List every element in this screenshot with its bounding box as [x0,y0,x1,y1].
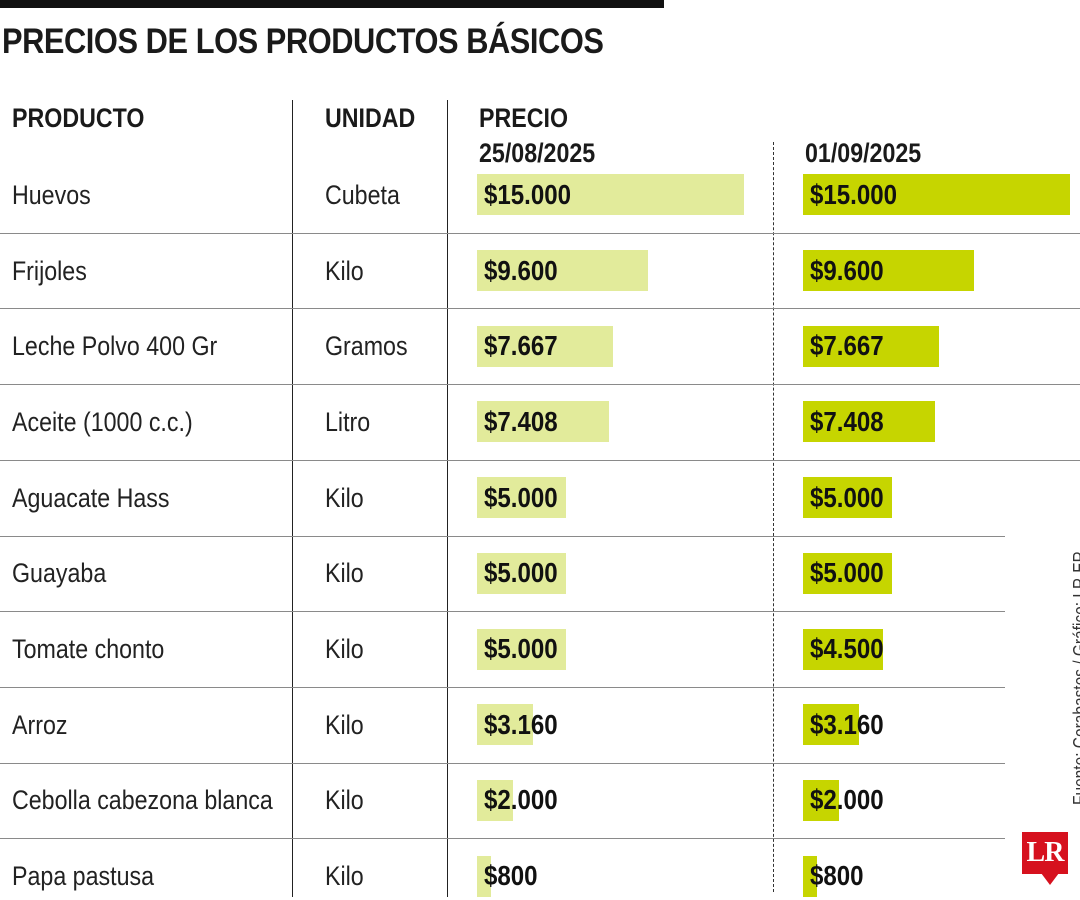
product-name: Frijoles [12,255,87,286]
price-label-1: $2.000 [484,784,558,816]
price-bar-1 [477,704,533,746]
row-divider [0,838,1005,839]
column-divider-precio [447,100,448,897]
price-label-1: $3.160 [484,708,558,740]
product-unit: Kilo [325,482,364,513]
price-bar-1 [477,779,513,821]
price-label-2: $9.600 [810,254,884,286]
price-label-1: $800 [484,860,538,892]
price-label-1: $7.408 [484,405,558,437]
price-label-2: $4.500 [810,633,884,665]
source-note: Fuente: Corabastos / Gráfico: LR-ER [1070,551,1080,805]
price-label-1: $5.000 [484,557,558,589]
row-divider [0,687,1005,688]
price-bar-2 [803,855,817,897]
header-unidad: UNIDAD [325,103,416,133]
price-label-2: $7.408 [810,405,884,437]
header-date-2: 01/09/2025 [805,138,922,168]
price-bar-1 [477,477,566,519]
price-label-1: $15.000 [484,178,572,210]
price-bar-2 [803,174,1070,216]
price-bar-1 [477,174,744,216]
product-unit: Kilo [325,558,364,589]
product-name: Huevos [12,179,91,210]
header-producto: PRODUCTO [12,103,145,133]
lr-logo-tail [1041,873,1059,885]
price-label-1: $7.667 [484,330,558,362]
price-bar-2 [803,325,939,367]
row-divider [0,460,1080,461]
price-bar-1 [477,325,613,367]
product-unit: Gramos [325,331,408,362]
price-bar-2 [803,704,859,746]
product-unit: Kilo [325,709,364,740]
price-label-1: $5.000 [484,481,558,513]
price-bar-1 [477,250,648,292]
price-label-1: $9.600 [484,254,558,286]
price-bar-2 [803,477,892,519]
price-bar-1 [477,855,491,897]
price-label-2: $800 [810,860,864,892]
lr-logo: LR [1022,832,1068,874]
product-unit: Kilo [325,785,364,816]
price-bar-1 [477,628,566,670]
row-divider [0,308,1080,309]
product-name: Leche Polvo 400 Gr [12,331,218,362]
row-divider [0,763,1005,764]
price-bar-2 [803,401,935,443]
product-name: Aceite (1000 c.c.) [12,406,193,437]
price-label-2: $15.000 [810,178,898,210]
row-divider [0,233,1080,234]
header-date-1: 25/08/2025 [479,138,596,168]
price-label-2: $3.160 [810,708,884,740]
price-bar-2 [803,628,883,670]
product-unit: Kilo [325,861,364,892]
column-divider-dates [773,142,774,892]
product-name: Tomate chonto [12,634,165,665]
product-unit: Litro [325,406,371,437]
product-name: Aguacate Hass [12,482,170,513]
top-rule [0,0,664,8]
row-divider [0,384,1080,385]
product-unit: Kilo [325,255,364,286]
chart-title: PRECIOS DE LOS PRODUCTOS BÁSICOS [2,22,604,61]
product-unit: Cubeta [325,179,400,210]
price-label-1: $5.000 [484,633,558,665]
product-unit: Kilo [325,634,364,665]
product-name: Papa pastusa [12,861,155,892]
price-label-2: $5.000 [810,481,884,513]
price-label-2: $7.667 [810,330,884,362]
price-bar-2 [803,552,892,594]
row-divider [0,611,1005,612]
header-precio: PRECIO [479,103,569,133]
product-name: Cebolla cabezona blanca [12,785,273,816]
row-divider [0,536,1005,537]
price-bar-2 [803,779,839,821]
price-bar-2 [803,250,974,292]
product-name: Guayaba [12,558,107,589]
product-name: Arroz [12,709,68,740]
price-bar-1 [477,401,609,443]
price-label-2: $5.000 [810,557,884,589]
price-bar-1 [477,552,566,594]
price-label-2: $2.000 [810,784,884,816]
column-divider-unidad [292,100,293,897]
